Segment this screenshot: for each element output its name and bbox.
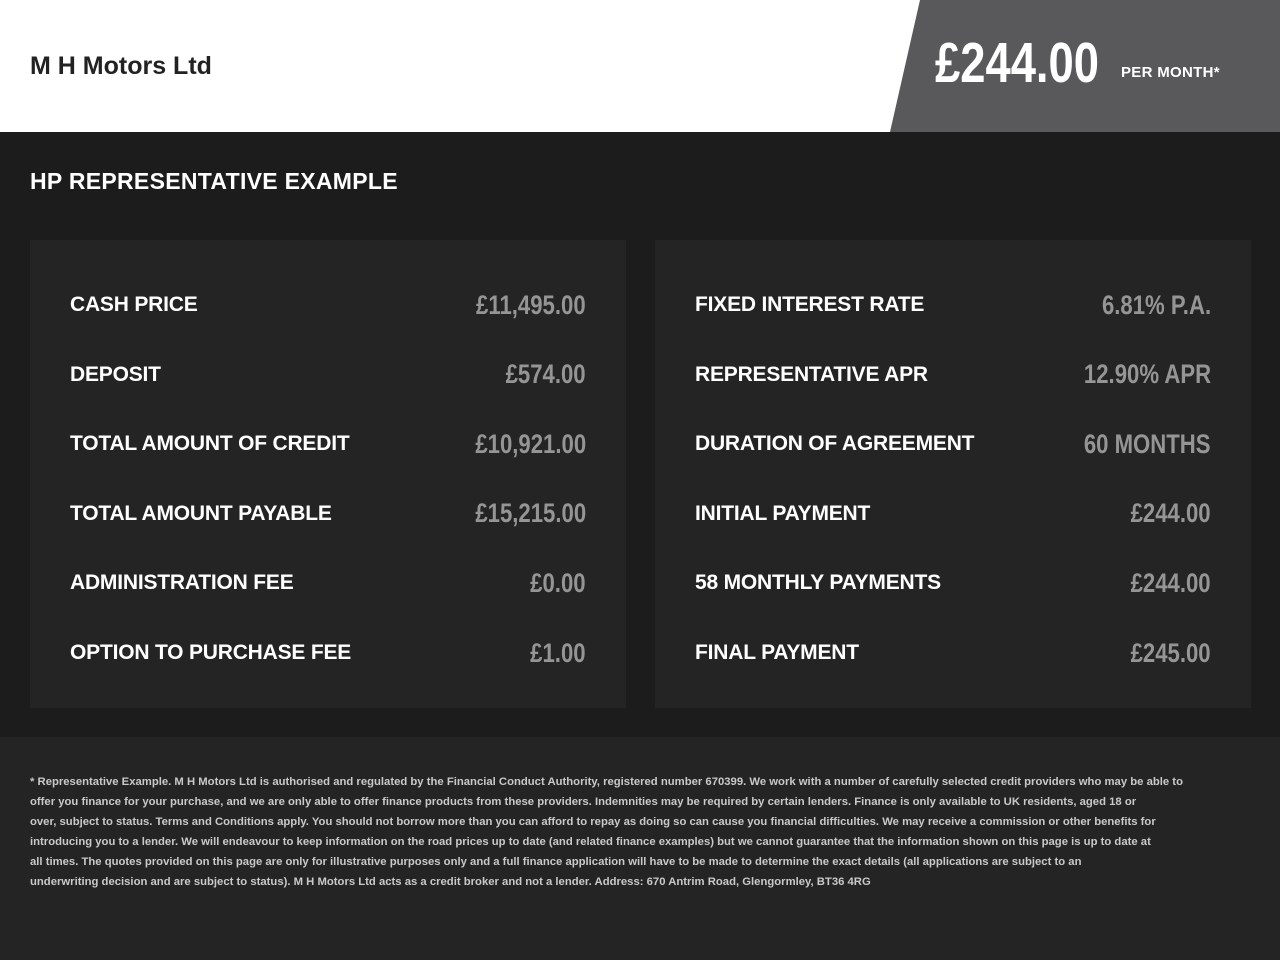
svg-text:£244.00: £244.00: [935, 31, 1099, 95]
